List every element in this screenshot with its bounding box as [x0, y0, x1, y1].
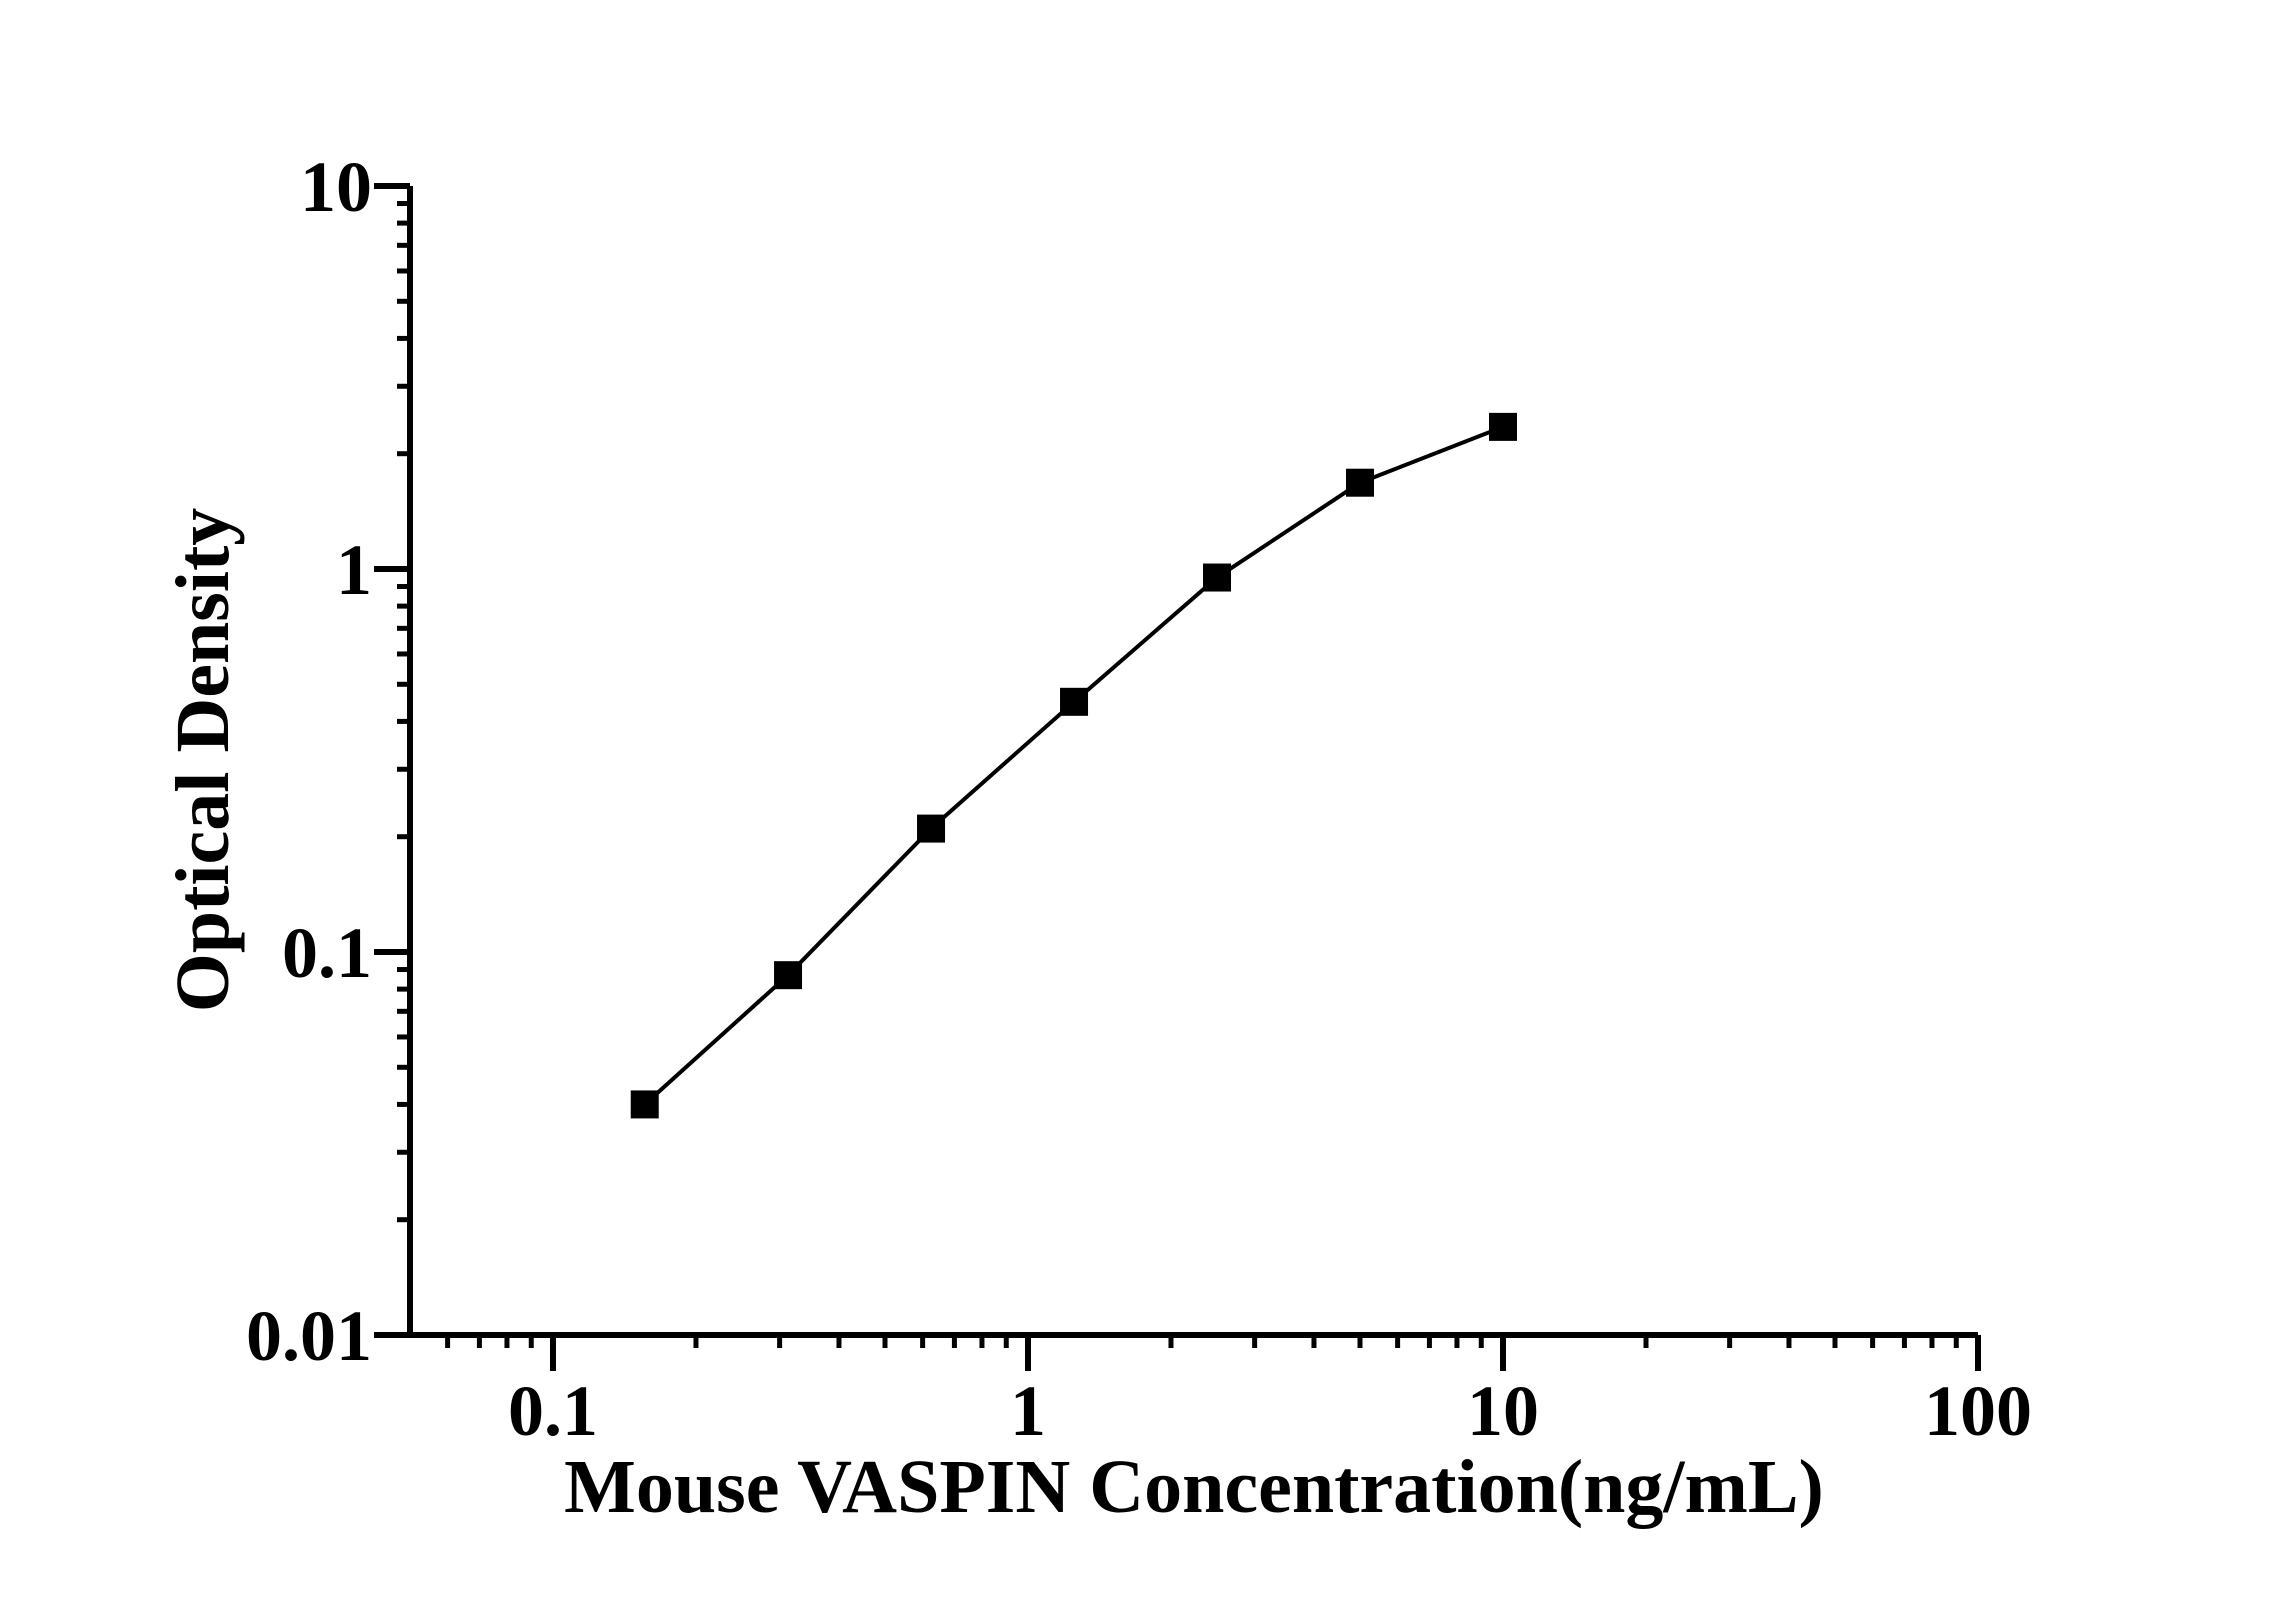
x-axis-title: Mouse VASPIN Concentration(ng/mL) — [564, 1445, 1824, 1529]
x-tick-label: 1 — [1010, 1371, 1046, 1451]
x-tick-label: 100 — [1924, 1371, 2032, 1451]
data-point-marker — [1346, 468, 1375, 497]
data-point-marker — [1488, 412, 1517, 441]
y-tick-label: 1 — [336, 530, 372, 610]
data-point-marker — [774, 961, 803, 990]
plot-area: 0.1 1 10 100 0.01 0.1 1 10 — [246, 147, 2032, 1451]
x-tick-label: 10 — [1467, 1371, 1539, 1451]
data-point-marker — [917, 814, 946, 843]
data-point-marker — [1203, 563, 1232, 592]
data-point-marker — [1060, 687, 1089, 716]
y-tick-label: 0.1 — [282, 913, 372, 993]
x-tick-label: 0.1 — [508, 1371, 598, 1451]
data-point-marker — [630, 1090, 659, 1119]
y-tick-label: 10 — [300, 147, 372, 227]
series-line — [643, 425, 1504, 1106]
y-axis-title: Optical Density — [161, 508, 245, 1013]
y-tick-label: 0.01 — [246, 1296, 372, 1376]
